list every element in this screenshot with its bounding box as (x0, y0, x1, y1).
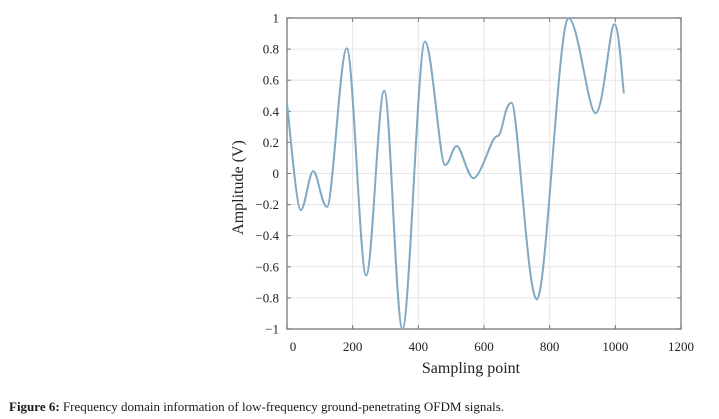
y-tick-label: −1 (265, 322, 279, 337)
y-axis-title: Amplitude (V) (230, 140, 247, 235)
series-line-signal (286, 16, 625, 331)
line-chart: 0 200 400 600 800 1000 1200 1 0.8 0.6 0.4 0.2 0 −0.2… (230, 11, 694, 378)
x-tick-label: 200 (343, 339, 363, 354)
x-tick-label: 1200 (668, 339, 694, 354)
x-tick-label: 1000 (602, 339, 628, 354)
axis-ticks (286, 17, 682, 330)
y-tick-label: −0.6 (255, 259, 279, 274)
y-tick-label: 1 (273, 11, 280, 26)
x-tick-label: 800 (540, 339, 560, 354)
y-tick-label: 0.4 (263, 104, 280, 119)
y-tick-label: −0.4 (255, 228, 279, 243)
x-axis-tick-labels: 0 200 400 600 800 1000 1200 (290, 339, 694, 354)
y-axis-tick-labels: 1 0.8 0.6 0.4 0.2 0 −0.2 −0.4 −0.6 −0.8 −1 (255, 11, 279, 337)
x-tick-label: 400 (409, 339, 429, 354)
y-tick-label: 0.6 (263, 73, 280, 88)
y-tick-label: −0.8 (255, 290, 279, 305)
y-tick-label: 0.2 (263, 135, 279, 150)
y-tick-label: 0 (273, 166, 280, 181)
figure-caption-text: Frequency domain information of low-freq… (59, 399, 505, 414)
x-axis-title: Sampling point (422, 360, 521, 377)
y-tick-label: 0.8 (263, 42, 279, 57)
x-tick-label: 0 (290, 339, 297, 354)
figure-caption-label: Figure 6: (9, 399, 60, 414)
grid-lines (287, 18, 681, 329)
figure-caption: Figure 6: Frequency domain information o… (9, 399, 504, 415)
x-tick-label: 600 (474, 339, 494, 354)
y-tick-label: −0.2 (255, 197, 279, 212)
